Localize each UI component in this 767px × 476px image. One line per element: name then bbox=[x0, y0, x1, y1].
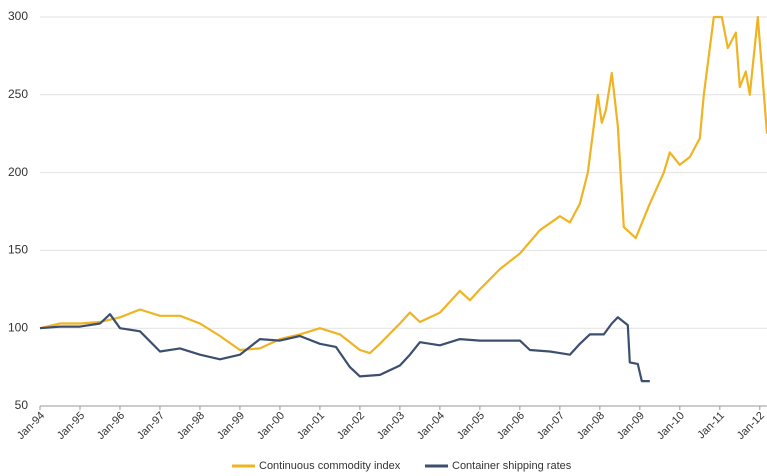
x-tick-label: Jan-01 bbox=[295, 410, 327, 442]
x-tick-label: Jan-05 bbox=[455, 410, 487, 442]
y-tick-label: 100 bbox=[8, 320, 28, 334]
x-tick-label: Jan-00 bbox=[255, 410, 287, 442]
x-tick-label: Jan-09 bbox=[615, 410, 647, 442]
x-tick-label: Jan-04 bbox=[415, 410, 447, 442]
x-tick-label: Jan-08 bbox=[575, 410, 607, 442]
x-tick-label: Jan-12 bbox=[735, 410, 767, 442]
x-tick-label: Jan-10 bbox=[655, 410, 687, 442]
y-tick-label: 150 bbox=[8, 243, 28, 257]
x-tick-label: Jan-11 bbox=[695, 410, 727, 442]
legend-item: Continuous commodity index bbox=[232, 460, 401, 472]
y-tick-label: 200 bbox=[8, 165, 28, 179]
y-tick-label: 250 bbox=[8, 87, 28, 101]
x-tick-label: Jan-98 bbox=[175, 410, 207, 442]
legend-label: Continuous commodity index bbox=[259, 460, 401, 472]
y-tick-label: 300 bbox=[8, 9, 28, 23]
x-tick-label: Jan-94 bbox=[15, 410, 47, 442]
x-tick-label: Jan-97 bbox=[135, 410, 167, 442]
x-tick-label: Jan-07 bbox=[535, 410, 567, 442]
x-tick-label: Jan-99 bbox=[215, 410, 247, 442]
legend-label: Container shipping rates bbox=[452, 460, 572, 472]
legend-item: Container shipping rates bbox=[425, 460, 572, 472]
x-tick-label: Jan-02 bbox=[335, 410, 367, 442]
x-tick-label: Jan-95 bbox=[55, 410, 87, 442]
series-line bbox=[39, 313, 650, 383]
x-tick-label: Jan-03 bbox=[375, 410, 407, 442]
x-tick-label: Jan-96 bbox=[95, 410, 127, 442]
y-tick-label: 50 bbox=[15, 398, 29, 412]
series-line bbox=[39, 15, 767, 355]
x-tick-label: Jan-06 bbox=[495, 410, 527, 442]
